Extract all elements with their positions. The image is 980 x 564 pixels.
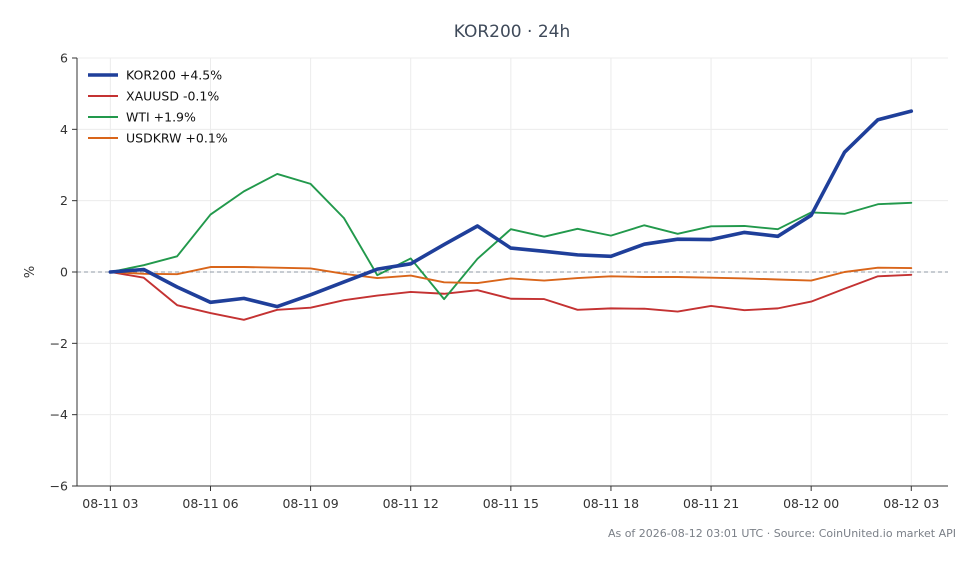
- legend-label: XAUUSD -0.1%: [126, 89, 219, 104]
- axes-layer: 6 4 2 0 −2 −4 −6 08-11 03 08-11 06 08-11 09 08-11 …: [50, 51, 948, 511]
- legend-label: KOR200 +4.5%: [126, 68, 222, 83]
- chart-title: KOR200 · 24h: [454, 22, 570, 42]
- y-tick-label: −2: [50, 336, 68, 351]
- series-line-3: [109, 266, 913, 285]
- y-axis-label: %: [23, 266, 38, 278]
- series-line-0: [108, 109, 914, 309]
- x-tick-label: 08-11 03: [82, 496, 138, 511]
- series-line-2: [109, 172, 913, 301]
- x-tick-label: 08-11 21: [683, 496, 739, 511]
- footnote: As of 2026-08-12 03:01 UTC · Source: Coi…: [608, 527, 956, 540]
- x-tick-label: 08-11 12: [383, 496, 439, 511]
- x-tick-label: 08-12 00: [783, 496, 839, 511]
- y-tick-label: 2: [60, 193, 68, 208]
- y-tick-label: 4: [60, 122, 68, 137]
- y-tick-label: 0: [60, 265, 68, 280]
- y-tick-label: −6: [50, 479, 68, 494]
- y-tick-label: −4: [50, 407, 68, 422]
- x-tick-label: 08-12 03: [883, 496, 939, 511]
- legend-label: USDKRW +0.1%: [126, 131, 228, 146]
- x-tick-label: 08-11 06: [182, 496, 238, 511]
- x-tick-label: 08-11 18: [583, 496, 639, 511]
- y-tick-label: 6: [60, 51, 68, 66]
- series-layer: [108, 109, 914, 321]
- legend: KOR200 +4.5% XAUUSD -0.1% WTI +1.9% USDKRW …: [88, 68, 228, 146]
- x-tick-label: 08-11 09: [282, 496, 338, 511]
- legend-label: WTI +1.9%: [126, 110, 196, 125]
- series-line-1: [109, 271, 913, 321]
- x-tick-label: 08-11 15: [483, 496, 539, 511]
